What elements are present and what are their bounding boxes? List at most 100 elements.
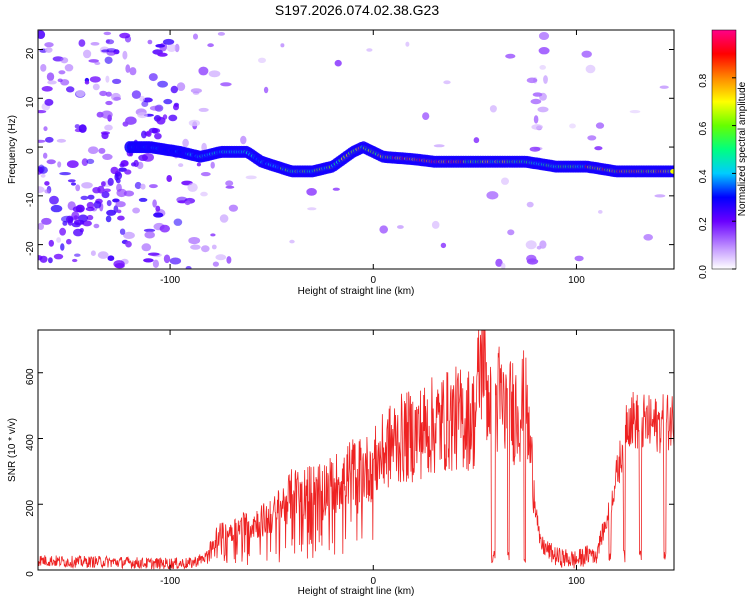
noise-blob xyxy=(529,146,541,152)
spectrogram-frame xyxy=(37,29,675,270)
noise-blob xyxy=(125,240,132,248)
noise-blob xyxy=(105,100,113,106)
noise-blob xyxy=(157,52,168,57)
noise-blob xyxy=(176,82,186,91)
colorbar-tick-label: 0.4 xyxy=(698,169,709,183)
noise-blob xyxy=(149,105,162,111)
noise-blob xyxy=(44,181,50,186)
noise-blob xyxy=(101,191,110,199)
noise-blob xyxy=(501,177,509,185)
noise-blob xyxy=(66,160,79,169)
noise-blob xyxy=(146,130,152,137)
noise-blob xyxy=(58,70,66,75)
noise-blob xyxy=(70,182,77,186)
noise-blob xyxy=(48,239,54,247)
noise-blob xyxy=(60,243,65,251)
noise-blob xyxy=(486,191,499,200)
noise-blob xyxy=(138,154,149,161)
noise-blob xyxy=(97,185,105,194)
noise-blob xyxy=(170,85,178,94)
noise-blob xyxy=(163,98,173,105)
noise-blob xyxy=(106,200,112,207)
noise-blob xyxy=(217,32,225,36)
snr-line xyxy=(38,330,674,570)
noise-blob xyxy=(643,234,653,241)
noise-blob xyxy=(80,195,89,200)
noise-blob xyxy=(219,214,229,223)
noise-blob xyxy=(66,238,72,245)
noise-blob xyxy=(89,76,101,83)
noise-blob xyxy=(173,103,179,111)
noise-blob xyxy=(73,228,83,237)
noise-blob xyxy=(105,75,110,83)
noise-blob xyxy=(228,204,238,212)
noise-blob xyxy=(45,47,53,53)
noise-blob xyxy=(134,181,142,190)
noise-blob xyxy=(56,138,67,143)
noise-blob xyxy=(245,175,257,180)
noise-blob xyxy=(44,98,54,106)
noise-blob xyxy=(64,63,74,72)
noise-blob xyxy=(500,262,506,269)
x-tick-label: -100 xyxy=(160,576,180,587)
noise-blob xyxy=(84,80,90,85)
noise-blob xyxy=(200,191,208,197)
x-tick-label: 100 xyxy=(568,576,585,587)
noise-blob xyxy=(188,237,201,245)
noise-blob xyxy=(157,80,169,88)
noise-blob xyxy=(86,201,95,209)
noise-blob xyxy=(258,57,266,63)
noise-blob xyxy=(131,90,141,99)
noise-blob xyxy=(595,122,605,129)
noise-blob xyxy=(198,66,209,76)
noise-blob xyxy=(90,42,100,46)
noise-blob xyxy=(152,259,159,268)
y-tick-label: 0 xyxy=(25,148,36,154)
noise-blob xyxy=(526,201,534,208)
noise-blob xyxy=(536,245,542,250)
y-tick-label: 10 xyxy=(25,96,36,108)
noise-blob xyxy=(147,39,153,45)
noise-blob xyxy=(116,188,127,198)
noise-blob xyxy=(62,220,68,226)
noise-blob xyxy=(334,59,342,67)
noise-blob xyxy=(531,124,543,130)
noise-blob xyxy=(124,35,132,43)
noise-blob xyxy=(187,182,198,192)
noise-blob xyxy=(574,255,584,262)
noise-blob xyxy=(185,266,192,269)
noise-blob xyxy=(220,82,232,87)
noise-blob xyxy=(106,209,117,216)
noise-blob xyxy=(201,142,207,152)
y-tick-label: 0 xyxy=(25,571,36,577)
y-tick-label: 20 xyxy=(25,48,36,60)
noise-blob xyxy=(433,144,445,148)
y-tick-label: 600 xyxy=(25,368,36,385)
noise-blob xyxy=(74,253,81,257)
noise-blob xyxy=(166,175,172,182)
noise-blob xyxy=(215,254,227,261)
chart-title: S197.2026.074.02.38.G23 xyxy=(274,2,440,18)
noise-blob xyxy=(46,159,56,165)
noise-blob xyxy=(182,138,189,148)
noise-blob xyxy=(87,146,99,154)
ridge-cell xyxy=(670,169,674,174)
noise-blob xyxy=(144,231,155,239)
noise-blob xyxy=(156,117,166,125)
noise-blob xyxy=(60,57,69,64)
noise-blob xyxy=(207,43,214,48)
noise-blob xyxy=(131,162,136,167)
noise-blob xyxy=(53,253,64,260)
colorbar-tick-label: 0.6 xyxy=(698,121,709,135)
noise-blob xyxy=(59,172,71,176)
noise-blob xyxy=(585,64,596,74)
noise-blob xyxy=(97,251,109,259)
noise-blob xyxy=(198,107,209,112)
noise-blob xyxy=(594,146,603,151)
noise-blob xyxy=(86,214,94,221)
noise-blob xyxy=(526,77,538,84)
noise-blob xyxy=(397,225,404,229)
noise-blob xyxy=(139,95,146,102)
x-tick-label: -100 xyxy=(160,275,180,286)
noise-blob xyxy=(87,194,95,200)
